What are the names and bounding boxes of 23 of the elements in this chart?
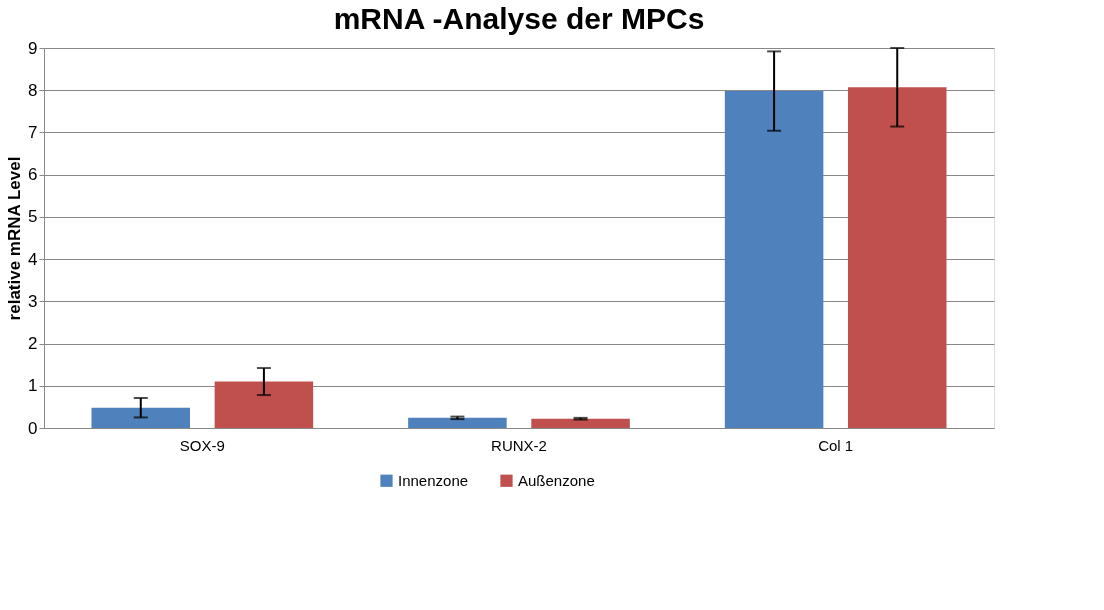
y-tick-label: 2 [28,334,38,354]
legend-label: Innenzone [398,471,469,489]
x-tick-label: SOX-9 [179,436,225,454]
y-tick-label: 3 [28,291,38,311]
y-tick-label: 5 [28,207,38,227]
y-tick-label: 8 [28,80,38,100]
y-axis-title: relative mRNA Level [5,156,25,321]
bar [724,91,824,428]
x-tick-label: RUNX-2 [491,436,547,454]
y-tick-label: 6 [28,165,38,185]
y-tick-label: 9 [28,38,38,58]
bar [531,418,630,428]
x-tick-label: Col 1 [818,436,854,454]
y-tick-label: 4 [28,249,38,269]
bar [847,87,947,428]
chart-title: mRNA -Analyse der MPCs [333,2,705,35]
y-tick-label: 7 [28,122,38,142]
bar [91,407,191,428]
bar [214,381,314,428]
bar [408,417,507,428]
y-tick-label: 1 [28,376,38,396]
legend-label: Außenzone [518,471,595,489]
y-tick-label: 0 [28,418,38,438]
